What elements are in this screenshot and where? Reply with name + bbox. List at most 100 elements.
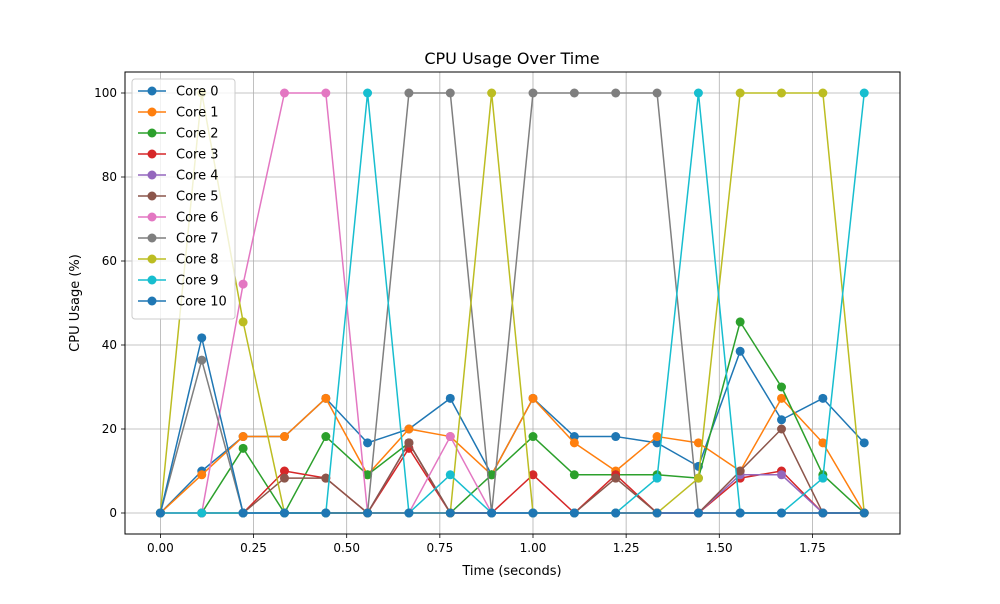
x-tick-label: 1.00	[520, 541, 547, 555]
y-tick-label: 0	[109, 506, 117, 520]
data-point	[859, 508, 869, 518]
legend-item: Core 10	[138, 295, 227, 310]
series-line	[159, 397, 865, 514]
data-point	[652, 508, 662, 518]
y-tick-label: 80	[102, 170, 117, 184]
chart-title: CPU Usage Over Time	[424, 49, 599, 68]
data-point	[279, 473, 289, 483]
data-point	[569, 508, 579, 518]
plot-frame	[124, 71, 901, 535]
data-point	[197, 508, 207, 518]
data-point	[321, 88, 331, 98]
data-point	[652, 432, 662, 442]
data-point	[404, 424, 414, 434]
data-point	[445, 432, 455, 442]
legend-marker	[147, 149, 157, 159]
data-point	[735, 88, 745, 98]
legend-label: Core 5	[176, 190, 219, 205]
data-point	[321, 393, 331, 403]
data-point	[279, 508, 289, 518]
data-point	[321, 508, 331, 518]
data-point	[404, 88, 414, 98]
data-point	[777, 393, 787, 403]
y-axis: 0 20 40 60 80 100	[94, 86, 125, 520]
y-tick-label: 60	[102, 254, 117, 268]
x-tick-label: 1.25	[613, 541, 640, 555]
series-line	[160, 321, 865, 514]
data-point	[735, 317, 745, 327]
data-point	[859, 88, 869, 98]
x-tick-label: 1.75	[799, 541, 826, 555]
legend-item: Core 8	[138, 253, 219, 268]
x-tick-label: 0.25	[240, 541, 267, 555]
data-point	[279, 88, 289, 98]
data-point	[777, 424, 787, 434]
data-point	[611, 508, 621, 518]
legend-label: Core 0	[176, 85, 219, 100]
data-point	[818, 438, 828, 448]
x-tick-label: 0.50	[333, 541, 360, 555]
x-axis: 0.00 0.25 0.50 0.75 1.00 1.25 1.50 1.75	[147, 534, 826, 555]
data-point	[445, 470, 455, 480]
data-point	[528, 88, 538, 98]
data-point	[569, 470, 579, 480]
data-point	[569, 438, 579, 448]
legend-item: Core 5	[138, 190, 219, 205]
data-point	[569, 432, 579, 442]
data-point	[197, 355, 207, 365]
data-point	[445, 88, 455, 98]
data-point	[818, 473, 828, 483]
data-point	[735, 466, 745, 476]
legend-label: Core 1	[176, 106, 219, 121]
y-tick-label: 40	[102, 338, 117, 352]
data-point	[363, 88, 373, 98]
data-point	[321, 473, 331, 483]
legend-item: Core 4	[138, 169, 219, 184]
data-point	[777, 470, 787, 480]
data-point	[818, 88, 828, 98]
legend-marker	[147, 254, 157, 264]
data-point	[528, 508, 538, 518]
data-point	[777, 508, 787, 518]
data-point	[611, 88, 621, 98]
legend: Core 0 Core 1 Core 2 Core 3 Core 4 Core 5 Core…	[131, 78, 236, 320]
data-point	[363, 438, 373, 448]
data-point	[238, 432, 248, 442]
legend-marker	[147, 296, 157, 306]
series-line	[159, 337, 865, 514]
data-point	[528, 470, 538, 480]
data-point	[238, 317, 248, 327]
legend-label: Core 4	[176, 169, 219, 184]
data-point	[238, 279, 248, 289]
legend-item: Core 2	[138, 127, 219, 142]
x-tick-label: 0.00	[147, 541, 174, 555]
data-point	[321, 432, 331, 442]
data-point	[735, 346, 745, 356]
data-point	[777, 88, 787, 98]
data-point	[611, 432, 621, 442]
legend-marker	[147, 191, 157, 201]
data-point	[487, 508, 497, 518]
data-point	[487, 88, 497, 98]
data-point	[155, 508, 165, 518]
data-point	[735, 508, 745, 518]
data-point	[363, 470, 373, 480]
data-point	[404, 438, 414, 448]
data-point	[238, 443, 248, 453]
series-layer	[155, 88, 869, 518]
legend-item: Core 7	[138, 232, 219, 247]
data-point	[818, 508, 828, 518]
data-point	[569, 88, 579, 98]
legend-label: Core 6	[176, 211, 219, 226]
legend-label: Core 9	[176, 274, 219, 289]
data-point	[693, 88, 703, 98]
legend-item: Core 6	[138, 211, 219, 226]
data-point	[487, 470, 497, 480]
data-point	[693, 508, 703, 518]
data-point	[197, 333, 207, 343]
legend-item: Core 9	[138, 274, 219, 289]
data-point	[777, 382, 787, 392]
x-tick-label: 0.75	[426, 541, 453, 555]
legend-item: Core 3	[138, 148, 219, 163]
